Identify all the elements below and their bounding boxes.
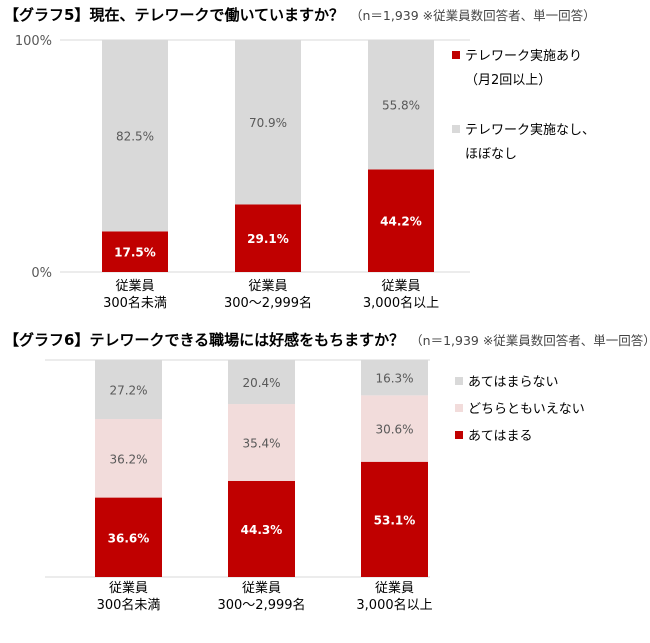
data-label: 70.9% [249,116,287,130]
legend-swatch [455,431,463,439]
chart-title: 【グラフ6】テレワークできる職場には好感をもちますか？ [4,331,404,349]
category-label: 3,000名以上 [363,295,439,311]
category-label: 従業員 [381,278,420,294]
category-label: 従業員 [115,278,154,294]
legend-swatch [455,377,463,385]
y-tick-label: 100% [15,34,52,49]
data-label: 20.4% [242,376,280,390]
category-label: 従業員 [248,278,287,294]
category-label: 従業員 [109,580,148,596]
data-label: 17.5% [114,246,156,260]
data-label: 35.4% [242,436,280,450]
category-label: 300名未満 [103,295,167,311]
data-label: 44.2% [380,215,422,229]
category-label: 300～2,999名 [224,295,312,311]
data-label: 27.2% [109,384,147,398]
chart-note: （n＝1,939 ※従業員数回答者、単一回答） [410,333,650,348]
category-label: 3,000名以上 [356,597,432,613]
data-label: 29.1% [247,232,289,246]
legend-label: あてはまる [468,429,532,444]
data-label: 16.3% [375,372,413,386]
bar-segment [361,461,428,577]
data-label: 53.1% [374,513,416,527]
bar-segment [235,40,301,205]
category-label: 従業員 [375,580,414,596]
data-label: 55.8% [382,99,420,113]
bar-segment [361,395,428,462]
data-label: 36.2% [109,452,147,466]
category-label: 従業員 [242,580,281,596]
legend-swatch [455,404,463,412]
chart-note: （n＝1,939 ※従業員数回答者、単一回答） [350,8,596,23]
bar-segment [102,40,168,232]
bar-segment [95,360,162,420]
data-label: 82.5% [116,130,154,144]
data-label: 44.3% [241,523,283,537]
legend-swatch [452,51,460,59]
bar-segment [102,231,168,272]
legend-label: ほぼなし [465,147,517,162]
bar-segment [228,480,295,577]
bar-segment [228,404,295,481]
legend-label: あてはまらない [468,375,558,390]
data-label: 36.6% [108,531,150,545]
bar-segment [368,40,434,170]
data-label: 30.6% [375,423,413,437]
bar-segment [361,360,428,396]
category-label: 300名未満 [97,597,161,613]
bar-segment [95,497,162,577]
category-label: 300～2,999名 [217,597,305,613]
chart-title: 【グラフ5】現在、テレワークで働いていますか？ [4,6,344,24]
legend-label: （月2回以上） [465,73,551,88]
bar-segment [368,169,434,272]
bar-segment [95,419,162,498]
legend-label: テレワーク実施なし、 [465,122,595,138]
bar-segment [235,204,301,272]
legend-label: どちらともいえない [468,402,585,417]
y-tick-label: 0% [31,266,52,281]
legend-swatch [452,125,460,133]
bar-segment [228,359,295,405]
legend-label: テレワーク実施あり [465,48,582,64]
